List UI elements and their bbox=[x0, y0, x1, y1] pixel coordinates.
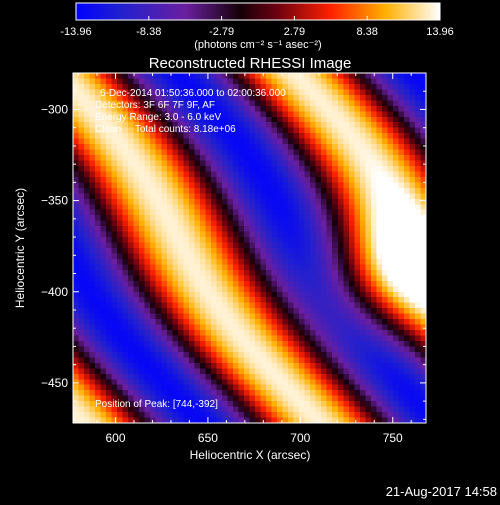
x-tick-label: 650 bbox=[198, 431, 218, 445]
colorbar-tick-label: 2.79 bbox=[284, 26, 305, 38]
x-tick-label: 600 bbox=[105, 431, 125, 445]
y-tick-label: −400 bbox=[41, 285, 68, 299]
annotation-time-range: 6-Dec-2014 01:50:36.000 to 02:00:36.000 bbox=[100, 88, 286, 99]
annotation-clean-counts: Clean Total counts: 8.18e+06 bbox=[95, 124, 236, 135]
footer-timestamp: 21-Aug-2017 14:58 bbox=[386, 484, 497, 499]
y-tick-label: −300 bbox=[41, 102, 68, 116]
colorbar-tick-label: 13.96 bbox=[426, 26, 454, 38]
y-tick-label: −350 bbox=[41, 194, 68, 208]
annotation-block: 6-Dec-2014 01:50:36.000 to 02:00:36.000 … bbox=[95, 88, 286, 135]
annotation-detectors: Detectors: 3F 6F 7F 9F, AF bbox=[95, 100, 215, 111]
colorbar: -13.96 -8.38 -2.79 2.79 8.38 13.96 (photons c… bbox=[60, 2, 454, 51]
y-axis-ticks: −300 −350 −400 −450 bbox=[41, 72, 426, 420]
colorbar-ticks: -13.96 -8.38 -2.79 2.79 8.38 13.96 bbox=[60, 16, 454, 38]
x-axis-label: Heliocentric X (arcsec) bbox=[190, 448, 311, 462]
colorbar-tick-label: -2.79 bbox=[209, 26, 234, 38]
colorbar-gradient bbox=[75, 2, 441, 21]
y-axis-label: Heliocentric Y (arcsec) bbox=[13, 188, 27, 308]
colorbar-tick-label: 8.38 bbox=[356, 26, 377, 38]
colorbar-unit-label: (photons cm⁻² s⁻¹ asec⁻²) bbox=[194, 39, 321, 51]
annotation-energy-range: Energy Range: 3.0 - 6.0 keV bbox=[95, 112, 222, 123]
x-tick-label: 700 bbox=[290, 431, 310, 445]
heatmap-image bbox=[73, 73, 426, 423]
colorbar-tick-label: -13.96 bbox=[60, 26, 91, 38]
colorbar-tick-label: -8.38 bbox=[136, 26, 161, 38]
peak-position-label: Position of Peak: [744,-392] bbox=[95, 399, 218, 410]
y-tick-label: −450 bbox=[41, 376, 68, 390]
x-axis-ticks: 600 650 700 750 bbox=[78, 73, 412, 445]
plot-frame bbox=[72, 72, 427, 424]
chart-title: Reconstructed RHESSI Image bbox=[149, 55, 352, 72]
x-tick-label: 750 bbox=[383, 431, 403, 445]
